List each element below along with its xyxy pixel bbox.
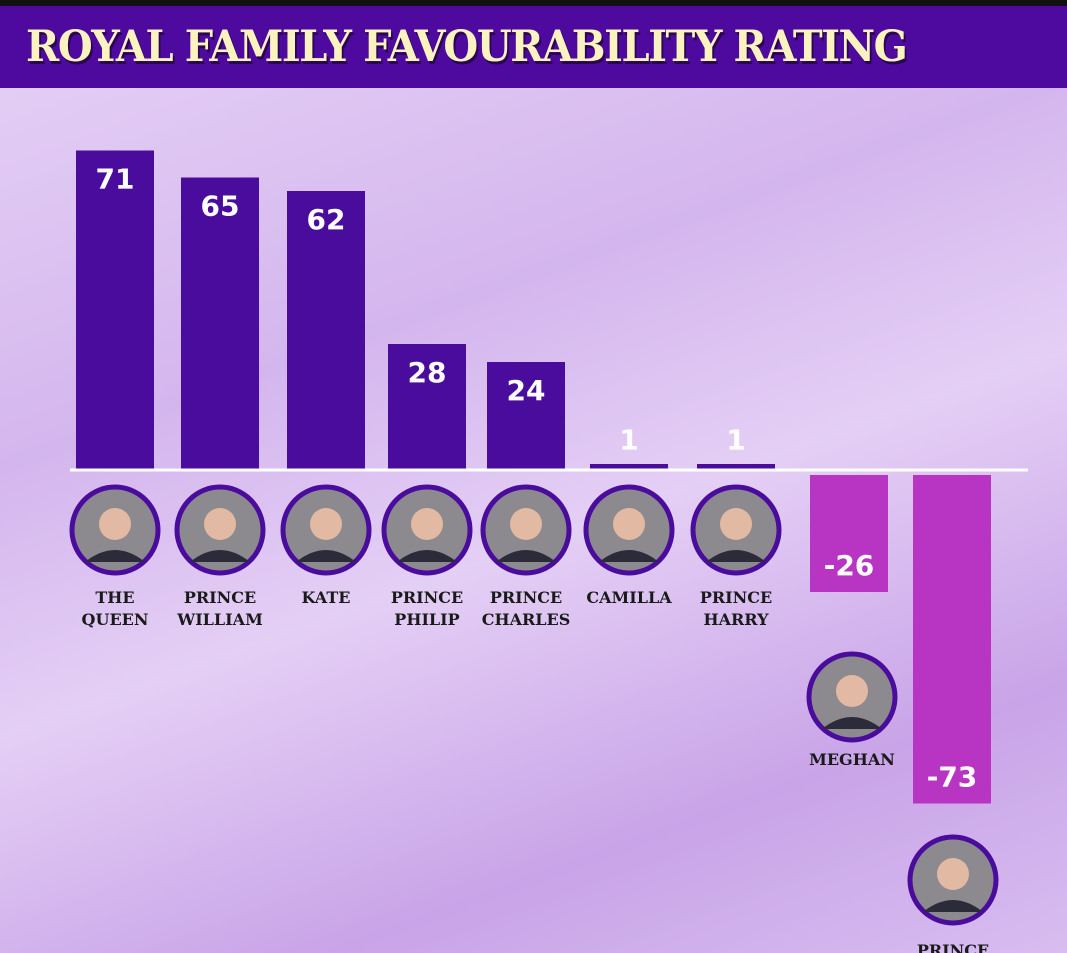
- category-label-3-0: PRINCE: [391, 588, 463, 607]
- chart-header: ROYAL FAMILY FAVOURABILITY RATING: [0, 6, 1067, 88]
- bar-7: [810, 475, 888, 592]
- category-label-4-0: PRINCE: [490, 588, 562, 607]
- avatar-shoulders-7: [822, 717, 882, 729]
- value-label-7: -26: [824, 549, 875, 582]
- avatar-shoulders-4: [496, 550, 556, 562]
- category-label-1-0: PRINCE: [184, 588, 256, 607]
- avatar-shoulders-6: [706, 550, 766, 562]
- bar-0: [76, 150, 154, 470]
- avatar-face-3: [411, 508, 443, 540]
- category-label-1-1: WILLIAM: [176, 610, 263, 629]
- category-label-7-0: MEGHAN: [809, 750, 895, 769]
- value-label-0: 71: [96, 163, 135, 196]
- category-label-4-1: CHARLES: [482, 610, 571, 629]
- value-label-2: 62: [307, 203, 346, 236]
- value-label-4: 24: [507, 374, 546, 407]
- bar-4: [487, 362, 565, 470]
- value-label-8: -73: [927, 761, 978, 794]
- chart-title: ROYAL FAMILY FAVOURABILITY RATING: [26, 22, 908, 72]
- avatar-face-8: [937, 858, 969, 890]
- category-label-6-0: PRINCE: [700, 588, 772, 607]
- top-border: [0, 0, 1067, 6]
- bar-6: [697, 464, 775, 470]
- avatar-shoulders-8: [923, 900, 983, 912]
- category-label-3-1: PHILIP: [394, 610, 459, 629]
- avatar-face-2: [310, 508, 342, 540]
- avatar-face-6: [720, 508, 752, 540]
- category-label-5-0: CAMILLA: [586, 588, 672, 607]
- bar-3: [388, 344, 466, 470]
- bar-8: [913, 475, 991, 804]
- value-label-6: 1: [726, 424, 745, 457]
- category-label-2-0: KATE: [302, 588, 351, 607]
- bar-1: [181, 177, 259, 470]
- avatar-face-5: [613, 508, 645, 540]
- value-label-1: 65: [201, 190, 240, 223]
- bar-5: [590, 464, 668, 470]
- category-label-6-1: HARRY: [703, 610, 769, 629]
- avatar-shoulders-5: [599, 550, 659, 562]
- bar-2: [287, 191, 365, 470]
- avatar-shoulders-3: [397, 550, 457, 562]
- avatar-face-0: [99, 508, 131, 540]
- category-label-0-0: THE: [95, 588, 134, 607]
- category-label-0-1: QUEEN: [82, 610, 149, 629]
- value-label-5: 1: [619, 424, 638, 457]
- avatar-face-4: [510, 508, 542, 540]
- category-label-8-0: PRINCE: [917, 941, 989, 953]
- avatar-shoulders-0: [85, 550, 145, 562]
- avatar-face-1: [204, 508, 236, 540]
- avatar-shoulders-2: [296, 550, 356, 562]
- value-label-3: 28: [408, 356, 447, 389]
- avatar-shoulders-1: [190, 550, 250, 562]
- avatar-face-7: [836, 675, 868, 707]
